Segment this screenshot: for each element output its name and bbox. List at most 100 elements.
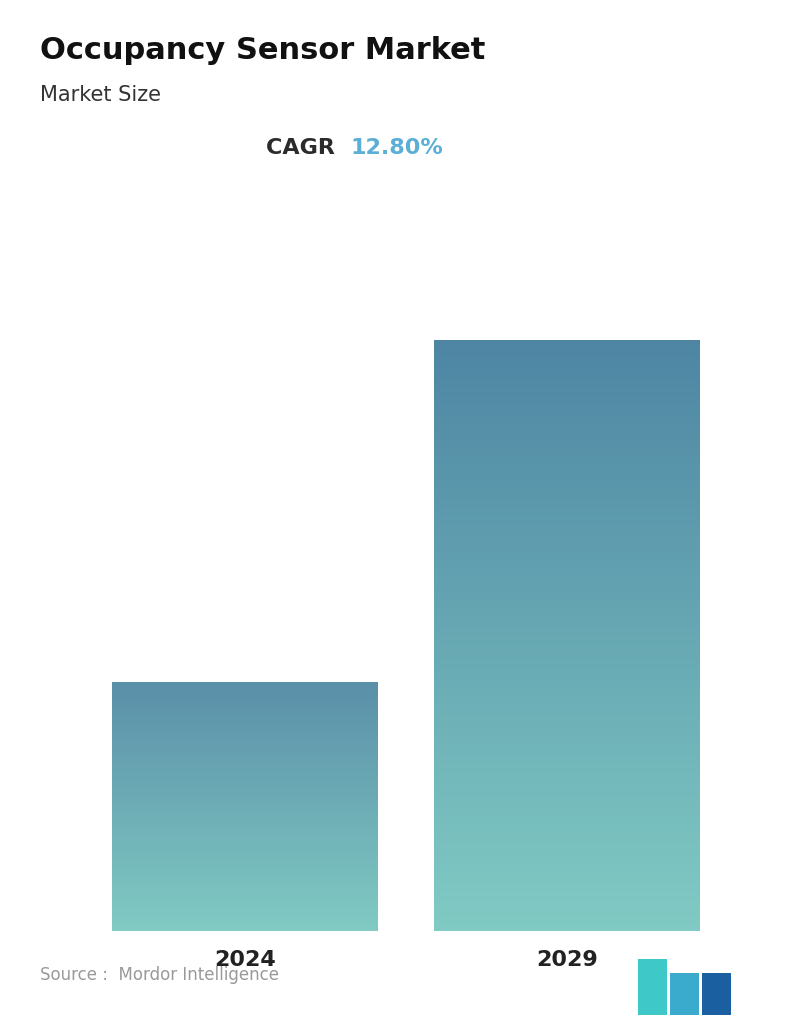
Bar <box>434 922 700 924</box>
Bar <box>434 863 700 865</box>
Bar <box>434 495 700 497</box>
Bar <box>434 755 700 757</box>
Bar <box>434 356 700 358</box>
Bar <box>434 893 700 895</box>
Bar <box>434 741 700 743</box>
Bar <box>434 885 700 887</box>
Bar <box>434 543 700 545</box>
Bar <box>434 535 700 537</box>
Bar <box>434 920 700 922</box>
Bar <box>434 434 700 436</box>
Bar <box>434 358 700 360</box>
Bar <box>434 694 700 696</box>
Bar <box>434 680 700 682</box>
Bar <box>434 594 700 596</box>
Bar <box>434 485 700 487</box>
Bar <box>434 748 700 750</box>
Bar <box>434 560 700 562</box>
Bar <box>434 509 700 511</box>
Bar <box>434 898 700 900</box>
Bar <box>434 521 700 523</box>
Bar <box>434 739 700 741</box>
Bar <box>434 800 700 802</box>
Bar <box>434 813 700 815</box>
Bar <box>434 795 700 796</box>
Bar <box>434 652 700 655</box>
Bar <box>434 570 700 572</box>
Bar <box>434 626 700 628</box>
Bar <box>434 846 700 848</box>
Polygon shape <box>702 973 731 1015</box>
Bar <box>434 832 700 834</box>
Bar <box>434 426 700 428</box>
Bar <box>434 828 700 830</box>
Bar <box>434 493 700 495</box>
Bar <box>434 911 700 913</box>
Bar <box>434 802 700 804</box>
Bar <box>434 761 700 763</box>
Bar <box>434 796 700 798</box>
Bar <box>434 467 700 469</box>
Bar <box>434 452 700 454</box>
Bar <box>434 611 700 613</box>
Bar <box>434 895 700 898</box>
Bar <box>434 460 700 462</box>
Bar <box>434 382 700 383</box>
Bar <box>434 464 700 465</box>
Bar <box>434 631 700 633</box>
Bar <box>434 513 700 515</box>
Bar <box>434 655 700 657</box>
Bar <box>434 399 700 401</box>
Bar <box>434 926 700 929</box>
Bar <box>434 404 700 406</box>
Bar <box>434 724 700 726</box>
Bar <box>434 667 700 669</box>
Bar <box>434 379 700 382</box>
Bar <box>434 682 700 685</box>
Bar <box>434 657 700 659</box>
Bar <box>434 438 700 440</box>
Bar <box>434 574 700 576</box>
Bar <box>434 834 700 837</box>
Bar <box>434 421 700 423</box>
Bar <box>434 722 700 724</box>
Bar <box>434 881 700 883</box>
Bar <box>434 478 700 480</box>
Bar <box>434 506 700 507</box>
Bar <box>434 489 700 491</box>
Bar <box>434 856 700 858</box>
Bar <box>434 415 700 417</box>
Bar <box>434 526 700 528</box>
Bar <box>434 604 700 606</box>
Bar <box>434 687 700 689</box>
Text: CAGR: CAGR <box>266 138 350 157</box>
Bar <box>434 672 700 674</box>
Text: 12.80%: 12.80% <box>350 138 443 157</box>
Bar <box>434 769 700 771</box>
Bar <box>434 395 700 397</box>
Bar <box>434 737 700 739</box>
Bar <box>434 861 700 863</box>
Bar <box>434 641 700 643</box>
Bar <box>434 547 700 548</box>
Bar <box>434 750 700 752</box>
Bar <box>434 649 700 651</box>
Bar <box>434 387 700 389</box>
Bar <box>434 578 700 580</box>
Bar <box>434 765 700 767</box>
Bar <box>434 511 700 513</box>
Bar <box>434 659 700 661</box>
Bar <box>434 556 700 558</box>
Bar <box>434 360 700 362</box>
Bar <box>434 787 700 789</box>
Bar <box>434 440 700 443</box>
Bar <box>434 919 700 920</box>
Bar <box>434 913 700 915</box>
Bar <box>434 669 700 671</box>
Bar <box>434 842 700 844</box>
Bar <box>434 639 700 641</box>
Text: Market Size: Market Size <box>40 85 161 104</box>
Bar <box>434 793 700 795</box>
Bar <box>434 689 700 691</box>
Bar <box>434 602 700 604</box>
